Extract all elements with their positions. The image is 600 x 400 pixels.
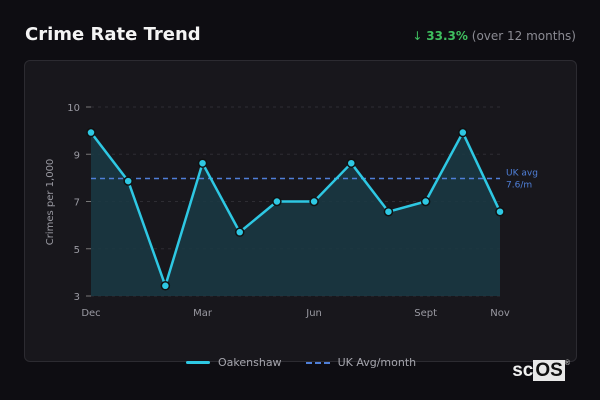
data-point	[346, 158, 357, 168]
data-point	[420, 196, 431, 207]
data-point	[495, 206, 505, 217]
avg-annotation: UK avg	[506, 169, 538, 179]
data-point	[272, 196, 282, 207]
y-axis-label: Crimes per 1,000	[45, 159, 56, 246]
y-tick-label: 3	[74, 292, 80, 303]
y-tick-label: 7	[74, 198, 80, 209]
y-tick-label: 9	[74, 150, 80, 161]
chart-legend: Oakenshaw UK Avg/month	[186, 356, 430, 369]
legend-item-uk-avg[interactable]: UK Avg/month	[305, 356, 417, 369]
x-tick-label: Mar	[193, 308, 213, 319]
dashed-line-swatch-icon	[305, 361, 330, 364]
y-tick-label: 5	[74, 245, 80, 256]
x-tick-label: Dec	[81, 308, 100, 319]
series-line	[90, 131, 502, 288]
chart-title: Crime Rate Trend	[25, 24, 201, 45]
data-point	[160, 281, 171, 291]
legend-label: UK Avg/month	[337, 356, 417, 369]
data-point	[234, 227, 245, 237]
avg-annotation: 7.6/m	[506, 181, 532, 191]
trend-summary: ↓ 33.3% (over 12 months)	[412, 29, 576, 43]
data-point	[309, 196, 319, 207]
x-tick-label: Nov	[490, 308, 510, 319]
legend-label: Oakenshaw	[218, 356, 282, 369]
data-point	[197, 158, 208, 168]
legend-item-oakenshaw[interactable]: Oakenshaw	[186, 356, 282, 369]
down-arrow-icon: ↓	[412, 29, 423, 43]
data-point	[86, 127, 96, 138]
area-fill	[91, 132, 500, 296]
y-tick-label: 10	[67, 103, 80, 114]
scos-logo: sc OS ®	[512, 360, 570, 381]
trend-period: (over 12 months)	[471, 29, 576, 43]
data-point	[458, 127, 468, 138]
solid-line-swatch-icon	[186, 361, 210, 364]
trend-percentage: 33.3%	[426, 29, 468, 43]
x-tick-label: Sept	[414, 308, 437, 319]
x-tick-label: Jun	[305, 308, 322, 319]
data-point	[123, 176, 133, 186]
data-point	[383, 206, 394, 217]
